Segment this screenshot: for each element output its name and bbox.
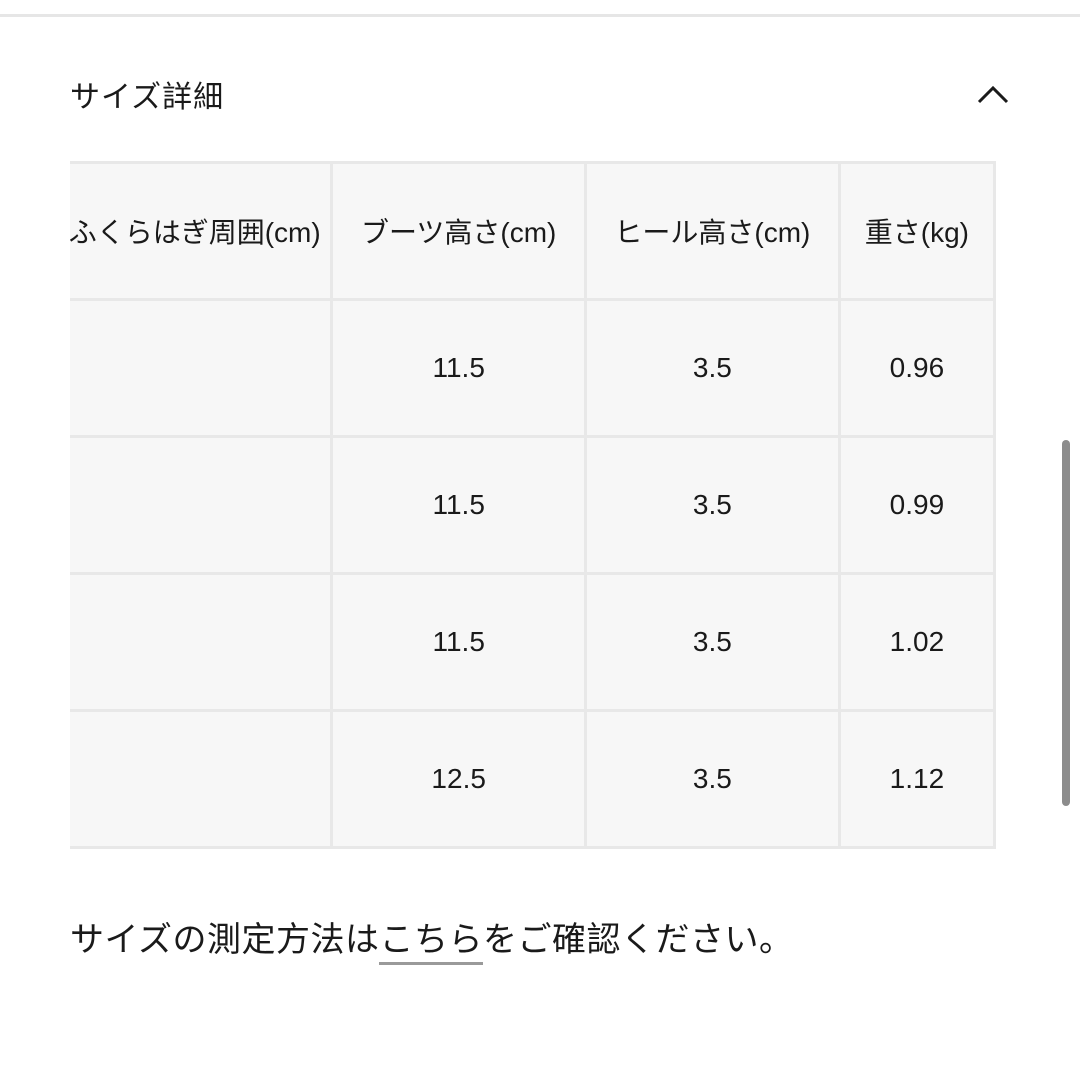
size-table: ふくらはぎ周囲(cm) ブーツ高さ(cm) ヒール高さ(cm) 重さ(kg) 1…: [70, 161, 997, 849]
note-text-after: をご確認ください。: [482, 920, 794, 960]
size-table-scroll[interactable]: ふくらはぎ周囲(cm) ブーツ高さ(cm) ヒール高さ(cm) 重さ(kg) 1…: [70, 161, 1010, 863]
cell: 1.02: [837, 572, 997, 712]
cell: [70, 572, 334, 712]
cell: 3.5: [583, 298, 841, 438]
cell: 0.96: [837, 298, 997, 438]
cell: 1.12: [837, 709, 997, 849]
table-row: 11.5 3.5 0.96: [70, 298, 997, 438]
table-row: 12.5 3.5 1.12: [70, 709, 997, 849]
cell: 0.99: [837, 435, 997, 575]
cell: [70, 435, 334, 575]
top-divider: [0, 14, 1080, 17]
cell: 3.5: [583, 572, 841, 712]
table-row: 11.5 3.5 0.99: [70, 435, 997, 575]
header-weight: 重さ(kg): [837, 161, 997, 301]
measurement-note: サイズの測定方法はこちらをご確認ください。: [70, 912, 794, 965]
cell: [70, 298, 334, 438]
measurement-link[interactable]: こちら: [379, 920, 483, 965]
cell: 3.5: [583, 435, 841, 575]
scrollbar[interactable]: [1062, 440, 1070, 806]
header-heel-height: ヒール高さ(cm): [583, 161, 841, 301]
cell: 11.5: [330, 572, 587, 712]
header-calf: ふくらはぎ周囲(cm): [70, 161, 334, 301]
cell: [70, 709, 334, 849]
note-text-before: サイズの測定方法は: [70, 920, 380, 960]
table-header-row: ふくらはぎ周囲(cm) ブーツ高さ(cm) ヒール高さ(cm) 重さ(kg): [70, 161, 997, 301]
cell: 11.5: [330, 435, 587, 575]
chevron-up-icon[interactable]: [975, 78, 1011, 108]
section-title: サイズ詳細: [70, 80, 225, 115]
cell: 3.5: [583, 709, 841, 849]
header-boot-height: ブーツ高さ(cm): [330, 161, 587, 301]
table-row: 11.5 3.5 1.02: [70, 572, 997, 712]
cell: 12.5: [330, 709, 587, 849]
cell: 11.5: [330, 298, 587, 438]
